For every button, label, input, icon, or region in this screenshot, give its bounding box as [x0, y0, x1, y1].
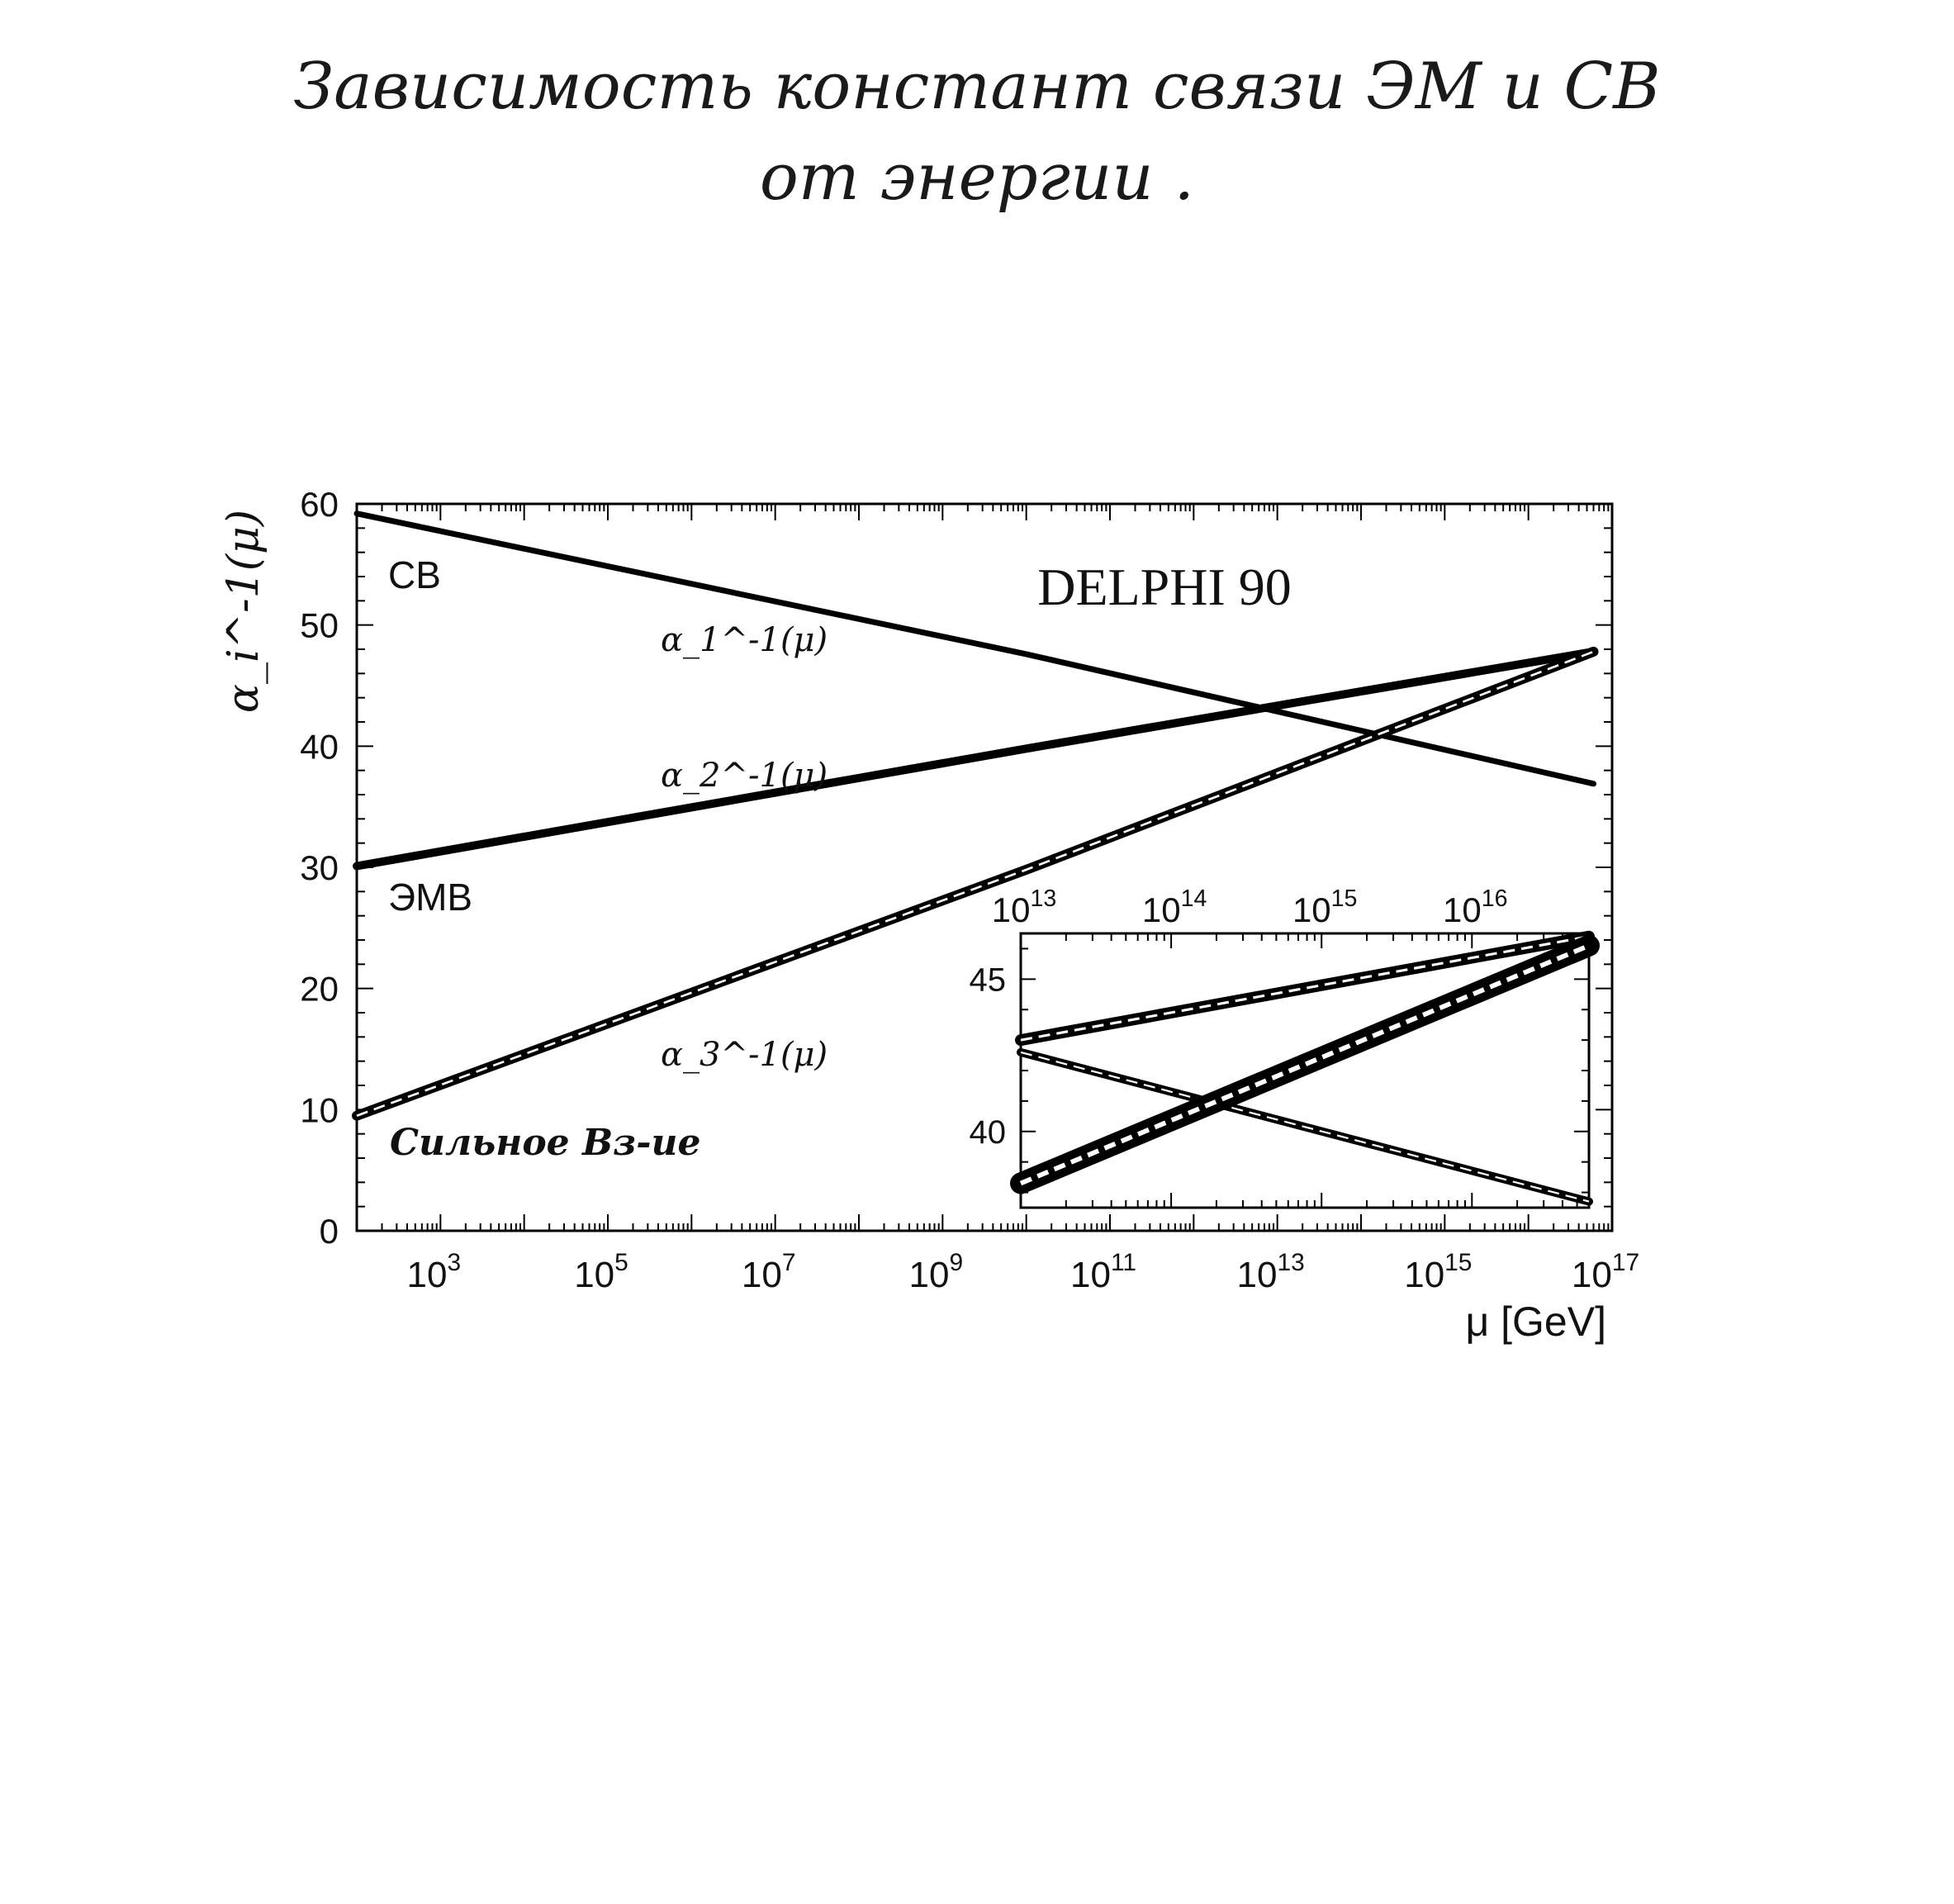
y-tick-label: 30 [300, 848, 339, 887]
inset-y-tick-label: 40 [970, 1114, 1007, 1151]
x-tick-label: 105 [574, 1249, 628, 1295]
x-axis-label: μ [GeV] [1465, 1299, 1606, 1345]
inset-series [1010, 930, 1600, 1206]
y-tick-label: 40 [300, 727, 339, 766]
series-label-alpha3: α_3^-1(μ) [661, 1036, 828, 1074]
inset-x-tick-label: 1013 [992, 886, 1056, 929]
inset-alpha1-band-inner [1020, 1051, 1590, 1203]
page-heading-line-2: от энергии . [759, 140, 1195, 215]
inset-y-tick-label: 45 [970, 961, 1007, 998]
annotation-emv: ЭМВ [388, 876, 472, 919]
main-series [352, 510, 1599, 1121]
annotation-strong: Сильное Вз-ие [390, 1122, 701, 1164]
y-tick-label: 10 [300, 1090, 339, 1129]
y-tick-label: 0 [320, 1212, 339, 1251]
x-tick-label: 1013 [1237, 1249, 1305, 1295]
x-tick-label: 1011 [1070, 1249, 1136, 1295]
inset-alpha3-band-inner [1019, 943, 1591, 1186]
series-label-alpha2: α_2^-1(μ) [661, 757, 828, 795]
alpha2-line [353, 647, 1598, 871]
y-tick-label: 60 [300, 485, 339, 524]
x-tick-label: 1017 [1572, 1249, 1639, 1295]
x-tick-label: 1015 [1404, 1249, 1472, 1295]
page-heading-line-1: Зависимость констант связи ЭМ и СВ [293, 50, 1661, 124]
series-label-alpha1: α_1^-1(μ) [661, 621, 828, 659]
y-tick-label: 50 [300, 606, 339, 645]
main-axis-ticks [356, 503, 1613, 1232]
alpha1-line [353, 510, 1596, 787]
chart-title: DELPHI 90 [1037, 558, 1292, 616]
y-tick-label: 20 [300, 970, 339, 1009]
y-axis-label: α_i^-1(μ) [219, 510, 268, 713]
inset-x-tick-label: 1015 [1292, 886, 1357, 929]
inset-x-tick-label: 1016 [1443, 886, 1507, 929]
x-tick-label: 109 [909, 1249, 964, 1295]
x-tick-label: 103 [407, 1249, 462, 1295]
alpha3-line-inner [356, 650, 1594, 1117]
inset-alpha2-band-inner [1020, 935, 1590, 1042]
inset-tick-labels: 1013 1014 1015 1016 40 45 [970, 886, 1508, 1151]
annotation-sv: СВ [388, 553, 441, 596]
inset-x-tick-label: 1014 [1142, 886, 1207, 929]
x-tick-label: 107 [742, 1249, 796, 1295]
